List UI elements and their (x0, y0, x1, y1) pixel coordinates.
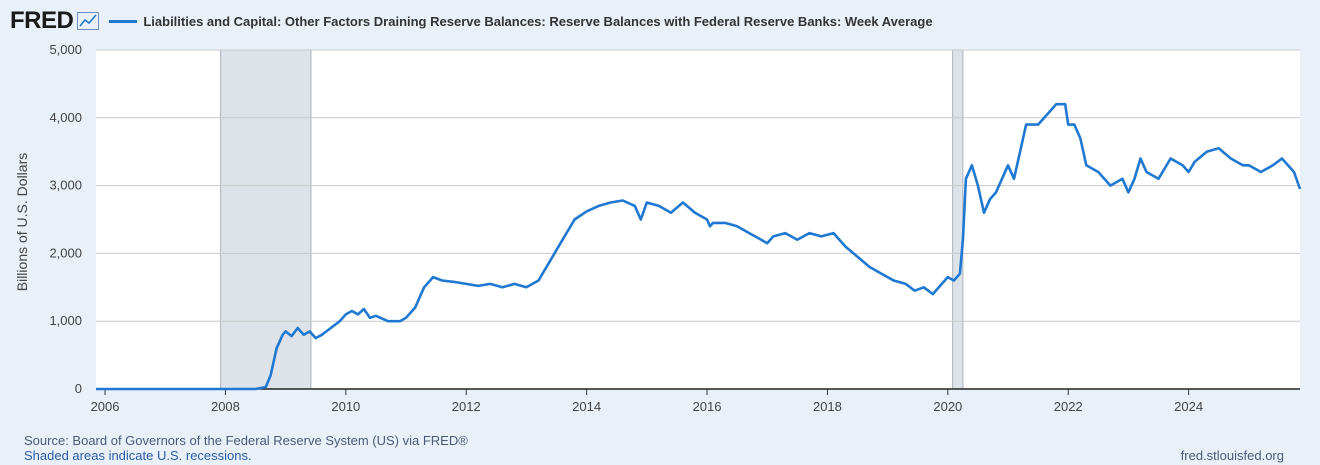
recession-note: Shaded areas indicate U.S. recessions. (24, 448, 252, 463)
x-tick-label: 2012 (452, 399, 481, 414)
x-tick-label: 2006 (91, 399, 120, 414)
source-text: Source: Board of Governors of the Federa… (24, 433, 468, 448)
y-tick-label: 3,000 (49, 178, 82, 193)
graph-icon (77, 12, 100, 30)
series-line (96, 102, 1302, 391)
y-tick-label: 0 (75, 381, 82, 396)
chart-header: FRED Liabilities and Capital: Other Fact… (10, 6, 933, 36)
footer-source: Source: Board of Governors of the Federa… (24, 433, 468, 463)
y-tick-label: 4,000 (49, 110, 82, 125)
x-tick-label: 2010 (331, 399, 360, 414)
x-tick-label: 2022 (1054, 399, 1083, 414)
y-tick-label: 5,000 (49, 42, 82, 57)
y-tick-label: 2,000 (49, 245, 82, 260)
y-tick-label: 1,000 (49, 313, 82, 328)
x-tick-label: 2018 (813, 399, 842, 414)
recession-band (952, 49, 964, 390)
site-link[interactable]: fred.stlouisfed.org (1180, 448, 1284, 463)
x-tick-label: 2008 (211, 399, 240, 414)
x-tick-label: 2020 (933, 399, 962, 414)
recession-band (220, 49, 312, 390)
x-tick-label: 2014 (572, 399, 601, 414)
fred-logo[interactable]: FRED (10, 7, 74, 34)
legend-line-swatch (109, 19, 138, 23)
x-tick-label: 2024 (1174, 399, 1203, 414)
series-title[interactable]: Liabilities and Capital: Other Factors D… (143, 13, 933, 29)
x-tick-label: 2016 (693, 399, 722, 414)
